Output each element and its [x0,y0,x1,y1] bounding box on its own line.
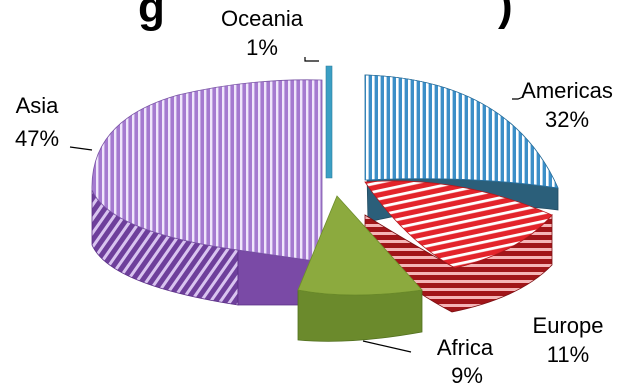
label-asia-name: Asia [16,93,60,118]
slice-asia-top [91,79,323,263]
slice-africa-side [297,289,423,342]
leader-oceania [304,57,319,62]
slice-asia [91,79,323,306]
slice-africa [297,195,423,342]
slice-europe-top [364,180,553,269]
label-oceania-name: Oceania [221,6,304,31]
label-oceania-value: 1% [246,35,278,60]
slice-africa-top [297,195,423,296]
slice-oceania-body [325,65,333,179]
label-africa-name: Africa [437,335,494,360]
chart-title-fragment-left: g [138,0,165,32]
label-europe-name: Europe [533,313,604,338]
slice-oceania [325,65,333,179]
leader-americas [512,96,524,100]
leader-africa [362,340,412,353]
label-americas-value: 32% [545,107,589,132]
chart-title-fragment-right: ) [498,0,513,30]
label-europe-value: 11% [547,342,589,367]
label-africa-value: 9% [451,363,483,387]
label-asia-value: 47% [15,126,59,151]
leader-asia [69,146,93,151]
slice-americas-top [364,74,559,189]
label-americas-name: Americas [521,78,613,103]
